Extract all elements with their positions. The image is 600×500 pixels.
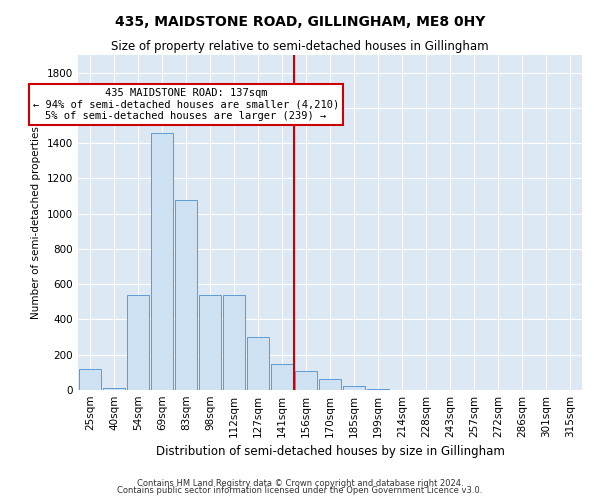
Bar bbox=[271, 364, 293, 390]
Bar bbox=[175, 200, 197, 390]
Bar bbox=[223, 295, 245, 390]
Bar bbox=[199, 295, 221, 390]
Bar bbox=[247, 337, 269, 390]
Text: Contains public sector information licensed under the Open Government Licence v3: Contains public sector information licen… bbox=[118, 486, 482, 495]
Text: Contains HM Land Registry data © Crown copyright and database right 2024.: Contains HM Land Registry data © Crown c… bbox=[137, 478, 463, 488]
Bar bbox=[367, 389, 389, 390]
Text: Size of property relative to semi-detached houses in Gillingham: Size of property relative to semi-detach… bbox=[111, 40, 489, 53]
X-axis label: Distribution of semi-detached houses by size in Gillingham: Distribution of semi-detached houses by … bbox=[155, 446, 505, 458]
Bar bbox=[319, 380, 341, 390]
Bar bbox=[295, 370, 317, 390]
Bar bbox=[151, 132, 173, 390]
Text: 435, MAIDSTONE ROAD, GILLINGHAM, ME8 0HY: 435, MAIDSTONE ROAD, GILLINGHAM, ME8 0HY bbox=[115, 15, 485, 29]
Text: 435 MAIDSTONE ROAD: 137sqm
← 94% of semi-detached houses are smaller (4,210)
5% : 435 MAIDSTONE ROAD: 137sqm ← 94% of semi… bbox=[33, 88, 339, 121]
Bar bbox=[127, 295, 149, 390]
Bar bbox=[79, 369, 101, 390]
Y-axis label: Number of semi-detached properties: Number of semi-detached properties bbox=[31, 126, 41, 319]
Bar bbox=[103, 388, 125, 390]
Bar bbox=[343, 386, 365, 390]
